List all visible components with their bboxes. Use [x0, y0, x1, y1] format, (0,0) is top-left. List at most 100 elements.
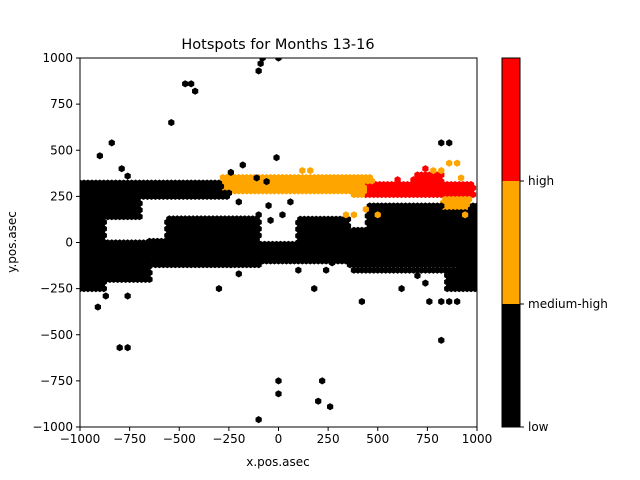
- low-cell: [438, 139, 445, 147]
- low-cell: [263, 178, 270, 186]
- medium-high-cell: [438, 166, 445, 175]
- low-cell: [255, 211, 262, 219]
- x-tick-label: −500: [163, 432, 196, 446]
- y-tick-label: −250: [40, 282, 73, 296]
- colorbar-label-high: high: [528, 174, 554, 188]
- y-tick-label: 0: [65, 236, 73, 250]
- x-tick-label: −250: [212, 432, 245, 446]
- low-cell: [225, 189, 232, 197]
- y-tick-label: 500: [50, 143, 73, 157]
- medium-high-cell: [307, 166, 314, 175]
- y-axis: −1000 −750 −500 −250 0 250 500 750 1000: [32, 51, 80, 434]
- low-cell: [422, 279, 429, 287]
- low-cell: [124, 292, 131, 300]
- low-cell: [315, 397, 322, 405]
- x-tick-label: 1000: [462, 432, 493, 446]
- colorbar-label-low: low: [528, 420, 549, 434]
- colorbar-segment-medium-high: [502, 181, 520, 304]
- low-cell: [267, 216, 274, 224]
- chart-title: Hotspots for Months 13-16: [181, 37, 374, 53]
- low-cell: [259, 58, 266, 62]
- low-cell: [398, 285, 405, 293]
- low-cell: [265, 202, 272, 210]
- low-cell: [134, 196, 141, 204]
- low-cell: [215, 179, 223, 187]
- low-cell: [168, 118, 175, 127]
- x-tick-label: 500: [366, 432, 389, 446]
- low-cell: [108, 139, 115, 147]
- medium-high-cell: [458, 174, 465, 182]
- medium-high-cell: [350, 211, 358, 219]
- medium-high-cell: [461, 211, 469, 219]
- low-cell: [279, 211, 286, 219]
- low-cell: [454, 297, 461, 306]
- low-cell: [235, 270, 242, 278]
- colorbar-segment-high: [502, 58, 520, 181]
- high-cell: [467, 180, 475, 189]
- low-cell: [438, 336, 445, 344]
- low-cell: [426, 297, 433, 306]
- y-tick-label: −1000: [32, 420, 73, 434]
- low-cell: [255, 67, 262, 75]
- x-axis-label: x.pos.asec: [246, 455, 310, 469]
- low-cell: [378, 216, 385, 224]
- low-cell: [326, 403, 334, 411]
- low-cell: [438, 297, 445, 306]
- low-cell: [295, 266, 302, 274]
- low-cell: [239, 161, 246, 169]
- low-cell: [182, 80, 189, 88]
- medium-high-cell: [299, 166, 306, 175]
- low-cell: [446, 297, 453, 306]
- x-tick-label: 0: [275, 432, 283, 446]
- low-cell: [98, 215, 105, 223]
- medium-high-cell: [362, 205, 369, 213]
- colorbar-frame: [501, 57, 521, 428]
- high-cell: [394, 176, 401, 184]
- low-cell: [94, 303, 101, 311]
- low-cell: [275, 390, 282, 398]
- high-cell: [418, 183, 425, 191]
- low-cell: [188, 80, 195, 88]
- low-cell: [414, 272, 421, 280]
- low-cell: [124, 344, 131, 352]
- low-cell: [235, 198, 242, 206]
- x-tick-label: 750: [416, 432, 439, 446]
- x-tick-label: 250: [317, 432, 340, 446]
- low-cell: [338, 246, 346, 254]
- low-cell: [275, 58, 282, 62]
- medium-high-cell: [465, 195, 473, 203]
- y-axis-label: y.pos.asec: [5, 211, 19, 273]
- y-tick-label: −500: [40, 328, 73, 342]
- medium-high-cell: [342, 211, 350, 219]
- low-cell: [438, 202, 445, 210]
- x-tick-label: −1000: [60, 432, 101, 446]
- low-cell: [275, 377, 282, 385]
- low-cell: [124, 172, 131, 180]
- low-cell: [192, 87, 199, 95]
- low-cell: [215, 285, 223, 293]
- low-cell: [323, 266, 330, 274]
- low-cell: [311, 285, 318, 293]
- low-cell: [257, 59, 264, 68]
- medium-high-cell: [366, 173, 373, 182]
- low-cell: [96, 152, 103, 160]
- colorbar: low medium-high high: [501, 57, 608, 434]
- y-tick-label: 750: [50, 97, 73, 111]
- low-cell: [102, 292, 109, 300]
- high-cell: [410, 176, 417, 184]
- y-tick-label: 1000: [42, 51, 73, 65]
- low-cell: [227, 168, 234, 176]
- low-cell: [328, 259, 336, 267]
- low-cell: [358, 297, 365, 306]
- low-cell: [116, 344, 123, 352]
- x-tick-label: −750: [113, 432, 146, 446]
- medium-high-cell: [360, 187, 367, 195]
- low-cell: [253, 174, 260, 182]
- low-cell: [386, 211, 393, 219]
- low-cell: [446, 139, 453, 147]
- y-tick-label: 250: [50, 189, 73, 203]
- low-cell: [255, 416, 262, 424]
- x-axis: −1000 −750 −500 −250 0 250 500 750 1000: [60, 427, 493, 446]
- low-cell: [473, 202, 477, 210]
